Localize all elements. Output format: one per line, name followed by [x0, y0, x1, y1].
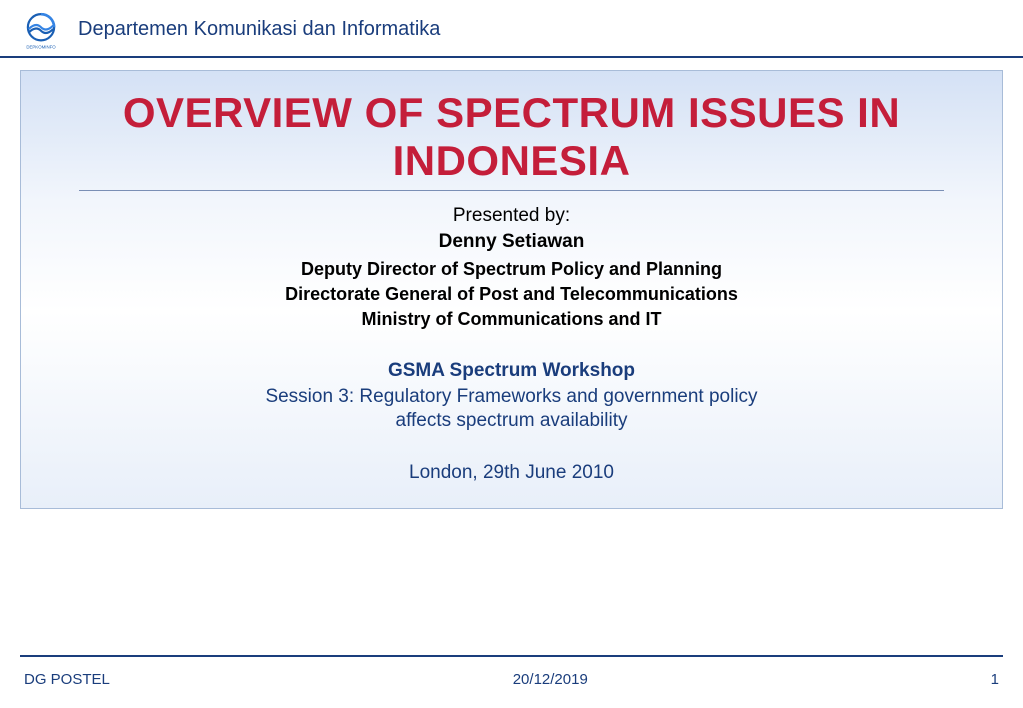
department-name: Departemen Komunikasi dan Informatika — [78, 18, 440, 41]
workshop-title: GSMA Spectrum Workshop — [51, 360, 972, 382]
slide-header: DEPKOMINFO Departemen Komunikasi dan Inf… — [0, 0, 1023, 58]
session-line-2: affects spectrum availability — [51, 410, 972, 432]
slide-title: OVERVIEW OF SPECTRUM ISSUES IN INDONESIA — [51, 89, 972, 186]
presented-by-label: Presented by: — [51, 205, 972, 227]
title-underline — [79, 190, 945, 191]
presenter-name: Denny Setiawan — [51, 231, 972, 253]
presenter-title-3: Ministry of Communications and IT — [51, 309, 972, 330]
presenter-title-2: Directorate General of Post and Telecomm… — [51, 284, 972, 305]
footer-left: DG POSTEL — [24, 671, 110, 688]
location-date: London, 29th June 2010 — [51, 462, 972, 484]
session-line-1: Session 3: Regulatory Frameworks and gov… — [51, 386, 972, 408]
slide-footer: DG POSTEL 20/12/2019 1 — [20, 655, 1003, 708]
footer-date: 20/12/2019 — [513, 671, 588, 688]
svg-text:DEPKOMINFO: DEPKOMINFO — [26, 44, 56, 49]
footer-page-number: 1 — [991, 671, 999, 688]
depkominfo-logo: DEPKOMINFO — [20, 8, 62, 50]
slide-main-panel: OVERVIEW OF SPECTRUM ISSUES IN INDONESIA… — [20, 70, 1003, 509]
presenter-title-1: Deputy Director of Spectrum Policy and P… — [51, 259, 972, 280]
